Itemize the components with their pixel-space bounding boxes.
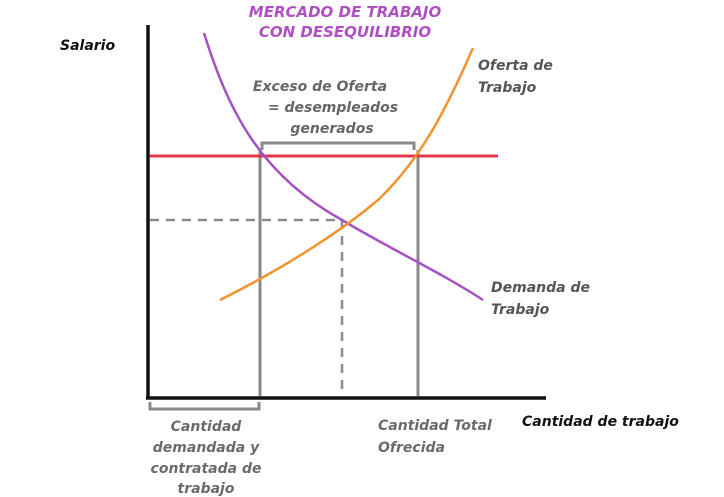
diagram-title-line1: MERCADO DE TRABAJO <box>249 3 442 21</box>
qty-offered-line1: Cantidad Total <box>378 418 492 434</box>
demand-curve <box>202 32 484 302</box>
qty-demanded-line1: Cantidad <box>171 419 243 435</box>
excess-supply-line3: generados <box>290 121 373 137</box>
qty-demanded-line2: demandada y <box>153 440 260 456</box>
excess-supply-bracket <box>260 141 416 150</box>
quantity-demanded-bracket <box>148 402 261 411</box>
demand-label-line2: Trabajo <box>491 302 550 318</box>
y-axis-label: Salario <box>60 38 115 54</box>
qty-demanded-line3: contratada de <box>151 461 262 477</box>
qty-offered-line2: Ofrecida <box>378 440 445 456</box>
demand-label-line1: Demanda de <box>491 280 590 296</box>
excess-supply-line2: = desempleados <box>268 100 398 116</box>
x-axis-label: Cantidad de trabajo <box>522 414 679 430</box>
qty-demanded-line4: trabajo <box>178 481 235 497</box>
supply-label-line2: Trabajo <box>478 80 537 96</box>
excess-supply-line1: Exceso de Oferta <box>253 79 387 95</box>
supply-label-line1: Oferta de <box>478 58 553 74</box>
diagram-title-line2: CON DESEQUILIBRIO <box>259 23 431 41</box>
supply-curve <box>219 47 475 302</box>
